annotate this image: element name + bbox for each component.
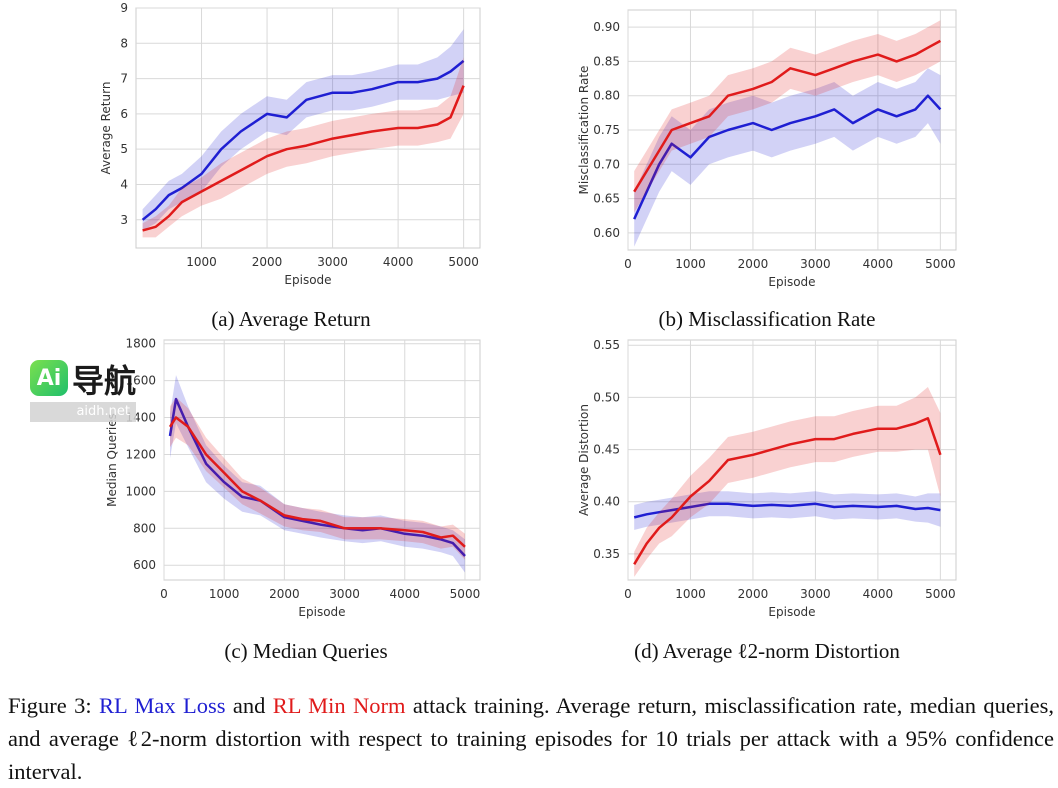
y-axis-label: Average Return — [99, 82, 113, 175]
y-tick-label: 0.70 — [593, 157, 620, 171]
x-tick-label: 3000 — [800, 257, 831, 271]
subcaption: (d) Average ℓ2-norm Distortion — [634, 639, 900, 663]
y-tick-label: 1600 — [125, 374, 156, 388]
y-tick-label: 5 — [120, 142, 128, 156]
figure-canvas: 1000 2000 3000 4000 5000 3 4 5 6 7 8 9 Episode Averag… — [99, 1, 957, 663]
ci-band-rl-min-norm — [634, 20, 941, 213]
y-tick-label: 0.60 — [593, 226, 620, 240]
x-tick-label: 4000 — [863, 587, 894, 601]
caption-prefix: Figure 3: — [8, 693, 100, 718]
y-tick-label: 0.85 — [593, 54, 620, 68]
x-tick-label: 1000 — [675, 257, 706, 271]
y-axis-label: Average Distortion — [577, 404, 591, 516]
y-tick-label: 8 — [120, 36, 128, 50]
caption-max-loss: RL Max Loss — [99, 693, 226, 718]
y-tick-label: 600 — [133, 558, 156, 572]
caption-min-norm: RL Min Norm — [272, 693, 406, 718]
ci-band-rl-max-loss — [634, 491, 941, 530]
x-tick-label: 0 — [624, 257, 632, 271]
subcaption: (a) Average Return — [211, 307, 371, 331]
series-line-rl-min-norm — [168, 416, 466, 548]
x-tick-label: 2000 — [269, 587, 300, 601]
series-line-rl-min-norm — [142, 85, 465, 232]
y-tick-label: 0.75 — [593, 123, 620, 137]
x-tick-label: 5000 — [448, 255, 479, 269]
series-line-rl-max-loss — [633, 502, 941, 519]
x-tick-label: 0 — [624, 587, 632, 601]
y-tick-label: 7 — [120, 72, 128, 86]
ci-band-rl-min-norm — [634, 387, 941, 577]
y-tick-label: 1000 — [125, 484, 156, 498]
plot-area — [163, 339, 481, 581]
x-axis-label: Episode — [768, 605, 815, 619]
figure-caption: Figure 3: RL Max Loss and RL Min Norm at… — [8, 689, 1054, 788]
x-tick-label: 2000 — [252, 255, 283, 269]
y-tick-label: 0.35 — [593, 547, 620, 561]
x-tick-label: 1000 — [209, 587, 240, 601]
watermark-url: aidh.net — [30, 402, 136, 422]
series-line-rl-max-loss — [168, 397, 466, 557]
y-tick-label: 0.80 — [593, 89, 620, 103]
x-tick-label: 3000 — [800, 587, 831, 601]
x-tick-label: 5000 — [450, 587, 481, 601]
y-tick-label: 0.50 — [593, 390, 620, 404]
x-tick-label: 1000 — [186, 255, 217, 269]
chart-panel-a: 1000 2000 3000 4000 5000 3 4 5 6 7 8 9 Episode Averag… — [99, 1, 481, 331]
caption-rest: attack training. Average return, misclas… — [8, 693, 1055, 784]
y-tick-label: 6 — [120, 107, 128, 121]
y-tick-label: 0.45 — [593, 443, 620, 457]
chart-panel-d: 0 1000 2000 3000 4000 5000 0.35 0.40 0.45 0.50 0.5… — [577, 338, 957, 663]
subcaption: (b) Misclassification Rate — [659, 307, 876, 331]
x-tick-label: 4000 — [389, 587, 420, 601]
x-tick-label: 2000 — [738, 257, 769, 271]
series-line-rl-min-norm — [633, 417, 942, 565]
x-tick-label: 0 — [160, 587, 168, 601]
x-tick-label: 5000 — [925, 587, 956, 601]
x-tick-label: 1000 — [675, 587, 706, 601]
y-tick-label: 0.90 — [593, 20, 620, 34]
y-tick-label: 1800 — [125, 337, 156, 351]
ci-band-rl-min-norm — [170, 397, 465, 560]
ci-band-rl-max-loss — [142, 29, 464, 231]
series-line-rl-max-loss — [633, 94, 942, 220]
x-tick-label: 3000 — [329, 587, 360, 601]
y-tick-label: 800 — [133, 521, 156, 535]
series-line-rl-min-norm — [633, 39, 941, 193]
x-tick-label: 3000 — [317, 255, 348, 269]
y-tick-label: 3 — [120, 213, 128, 227]
y-tick-label: 1200 — [125, 447, 156, 461]
watermark-text: 导航 — [72, 362, 137, 400]
x-axis-label: Episode — [768, 275, 815, 289]
watermark-badge: Ai — [30, 360, 68, 396]
x-axis-label: Episode — [298, 605, 345, 619]
caption-and: and — [225, 693, 273, 718]
y-axis-label: Misclassification Rate — [577, 66, 591, 195]
x-tick-label: 4000 — [383, 255, 414, 269]
x-tick-label: 4000 — [863, 257, 894, 271]
x-axis-label: Episode — [284, 273, 331, 287]
y-tick-label: 0.65 — [593, 192, 620, 206]
x-tick-label: 2000 — [738, 587, 769, 601]
ci-band-rl-max-loss — [170, 375, 465, 573]
subcaption: (c) Median Queries — [224, 639, 387, 663]
chart-panel-c: 0 1000 2000 3000 4000 50006008001000120014001… — [105, 337, 481, 663]
x-tick-label: 5000 — [925, 257, 956, 271]
chart-panel-b: 0 1000 2000 3000 4000 5000 0.60 0.65 0.70 0.75 0.8… — [577, 9, 957, 331]
y-tick-label: 9 — [120, 1, 128, 15]
y-tick-label: 0.55 — [593, 338, 620, 352]
y-tick-label: 0.40 — [593, 495, 620, 509]
y-tick-label: 4 — [120, 177, 128, 191]
series-line-rl-max-loss — [141, 59, 465, 221]
plot-area — [627, 339, 957, 581]
y-axis-label: Median Queries — [105, 413, 119, 507]
